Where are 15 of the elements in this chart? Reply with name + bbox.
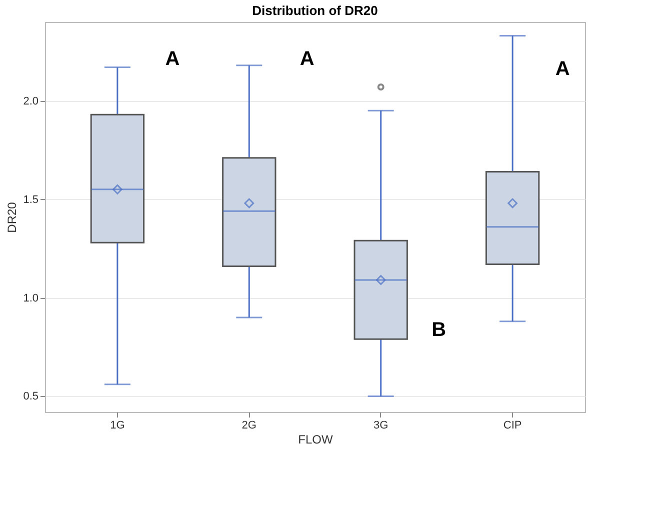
annotation: B — [432, 319, 446, 342]
x-tick-label: 1G — [110, 420, 125, 432]
y-tick-label: 1.0 — [23, 292, 38, 304]
x-axis-title: FLOW — [298, 432, 334, 446]
y-tick-label: 0.5 — [23, 390, 38, 403]
annotation: A — [165, 48, 180, 70]
annotation: A — [300, 48, 314, 70]
annotation: A — [555, 58, 570, 80]
x-tick-label: CIP — [503, 420, 522, 432]
y-tick-label: 2.0 — [23, 95, 38, 108]
y-tick-label: 1.5 — [23, 194, 38, 206]
chart-title: Distribution of DR20 — [252, 3, 378, 18]
x-tick-label: 2G — [242, 420, 256, 432]
x-tick-label: 3G — [374, 420, 388, 432]
y-axis-title: DR20 — [5, 202, 20, 233]
